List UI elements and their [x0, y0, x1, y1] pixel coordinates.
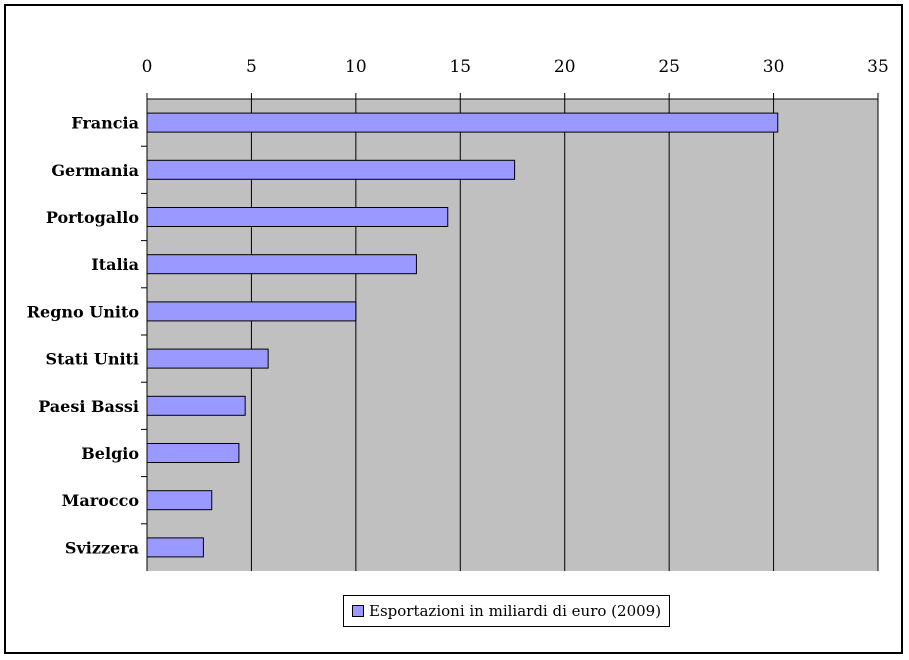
bar [146, 159, 516, 180]
x-tick-label: 10 [345, 57, 367, 77]
legend-label: Esportazioni in miliardi di euro (2009) [369, 602, 662, 620]
bar [146, 395, 246, 416]
category-label: Germania [51, 161, 139, 180]
bar [146, 443, 240, 463]
category-label: Svizzera [65, 538, 139, 557]
category-label: Portogallo [46, 208, 139, 227]
category-label: Italia [91, 255, 139, 274]
x-tick-label: 5 [246, 57, 257, 77]
category-label: Marocco [62, 491, 140, 510]
category-label: Regno Unito [27, 302, 140, 321]
x-tick-label: 25 [658, 57, 680, 77]
bar [146, 254, 417, 275]
category-label: Francia [71, 114, 139, 133]
x-tick-label: 15 [449, 57, 471, 77]
bars [146, 112, 779, 558]
x-tick-label: 30 [763, 57, 785, 77]
legend: Esportazioni in miliardi di euro (2009) [343, 595, 671, 627]
x-tick-label: 35 [867, 57, 889, 77]
category-label: Stati Uniti [46, 350, 139, 369]
legend-swatch [352, 605, 364, 617]
x-tick-label: 20 [554, 57, 576, 77]
bar [146, 348, 269, 369]
top-edge [0, 0, 909, 4]
category-label: Paesi Bassi [38, 397, 139, 416]
bar [146, 537, 204, 558]
category-label: Belgio [81, 444, 139, 463]
x-tick-label: 0 [142, 57, 153, 77]
bar [146, 490, 213, 511]
x-tick-labels: 0 5 10 15 20 25 30 35 [142, 57, 889, 77]
bar [146, 112, 779, 133]
category-labels: Francia Germania Portogallo Italia Regno Uni… [27, 114, 140, 558]
bar [146, 301, 357, 322]
axes [141, 93, 879, 571]
bar [146, 207, 449, 227]
